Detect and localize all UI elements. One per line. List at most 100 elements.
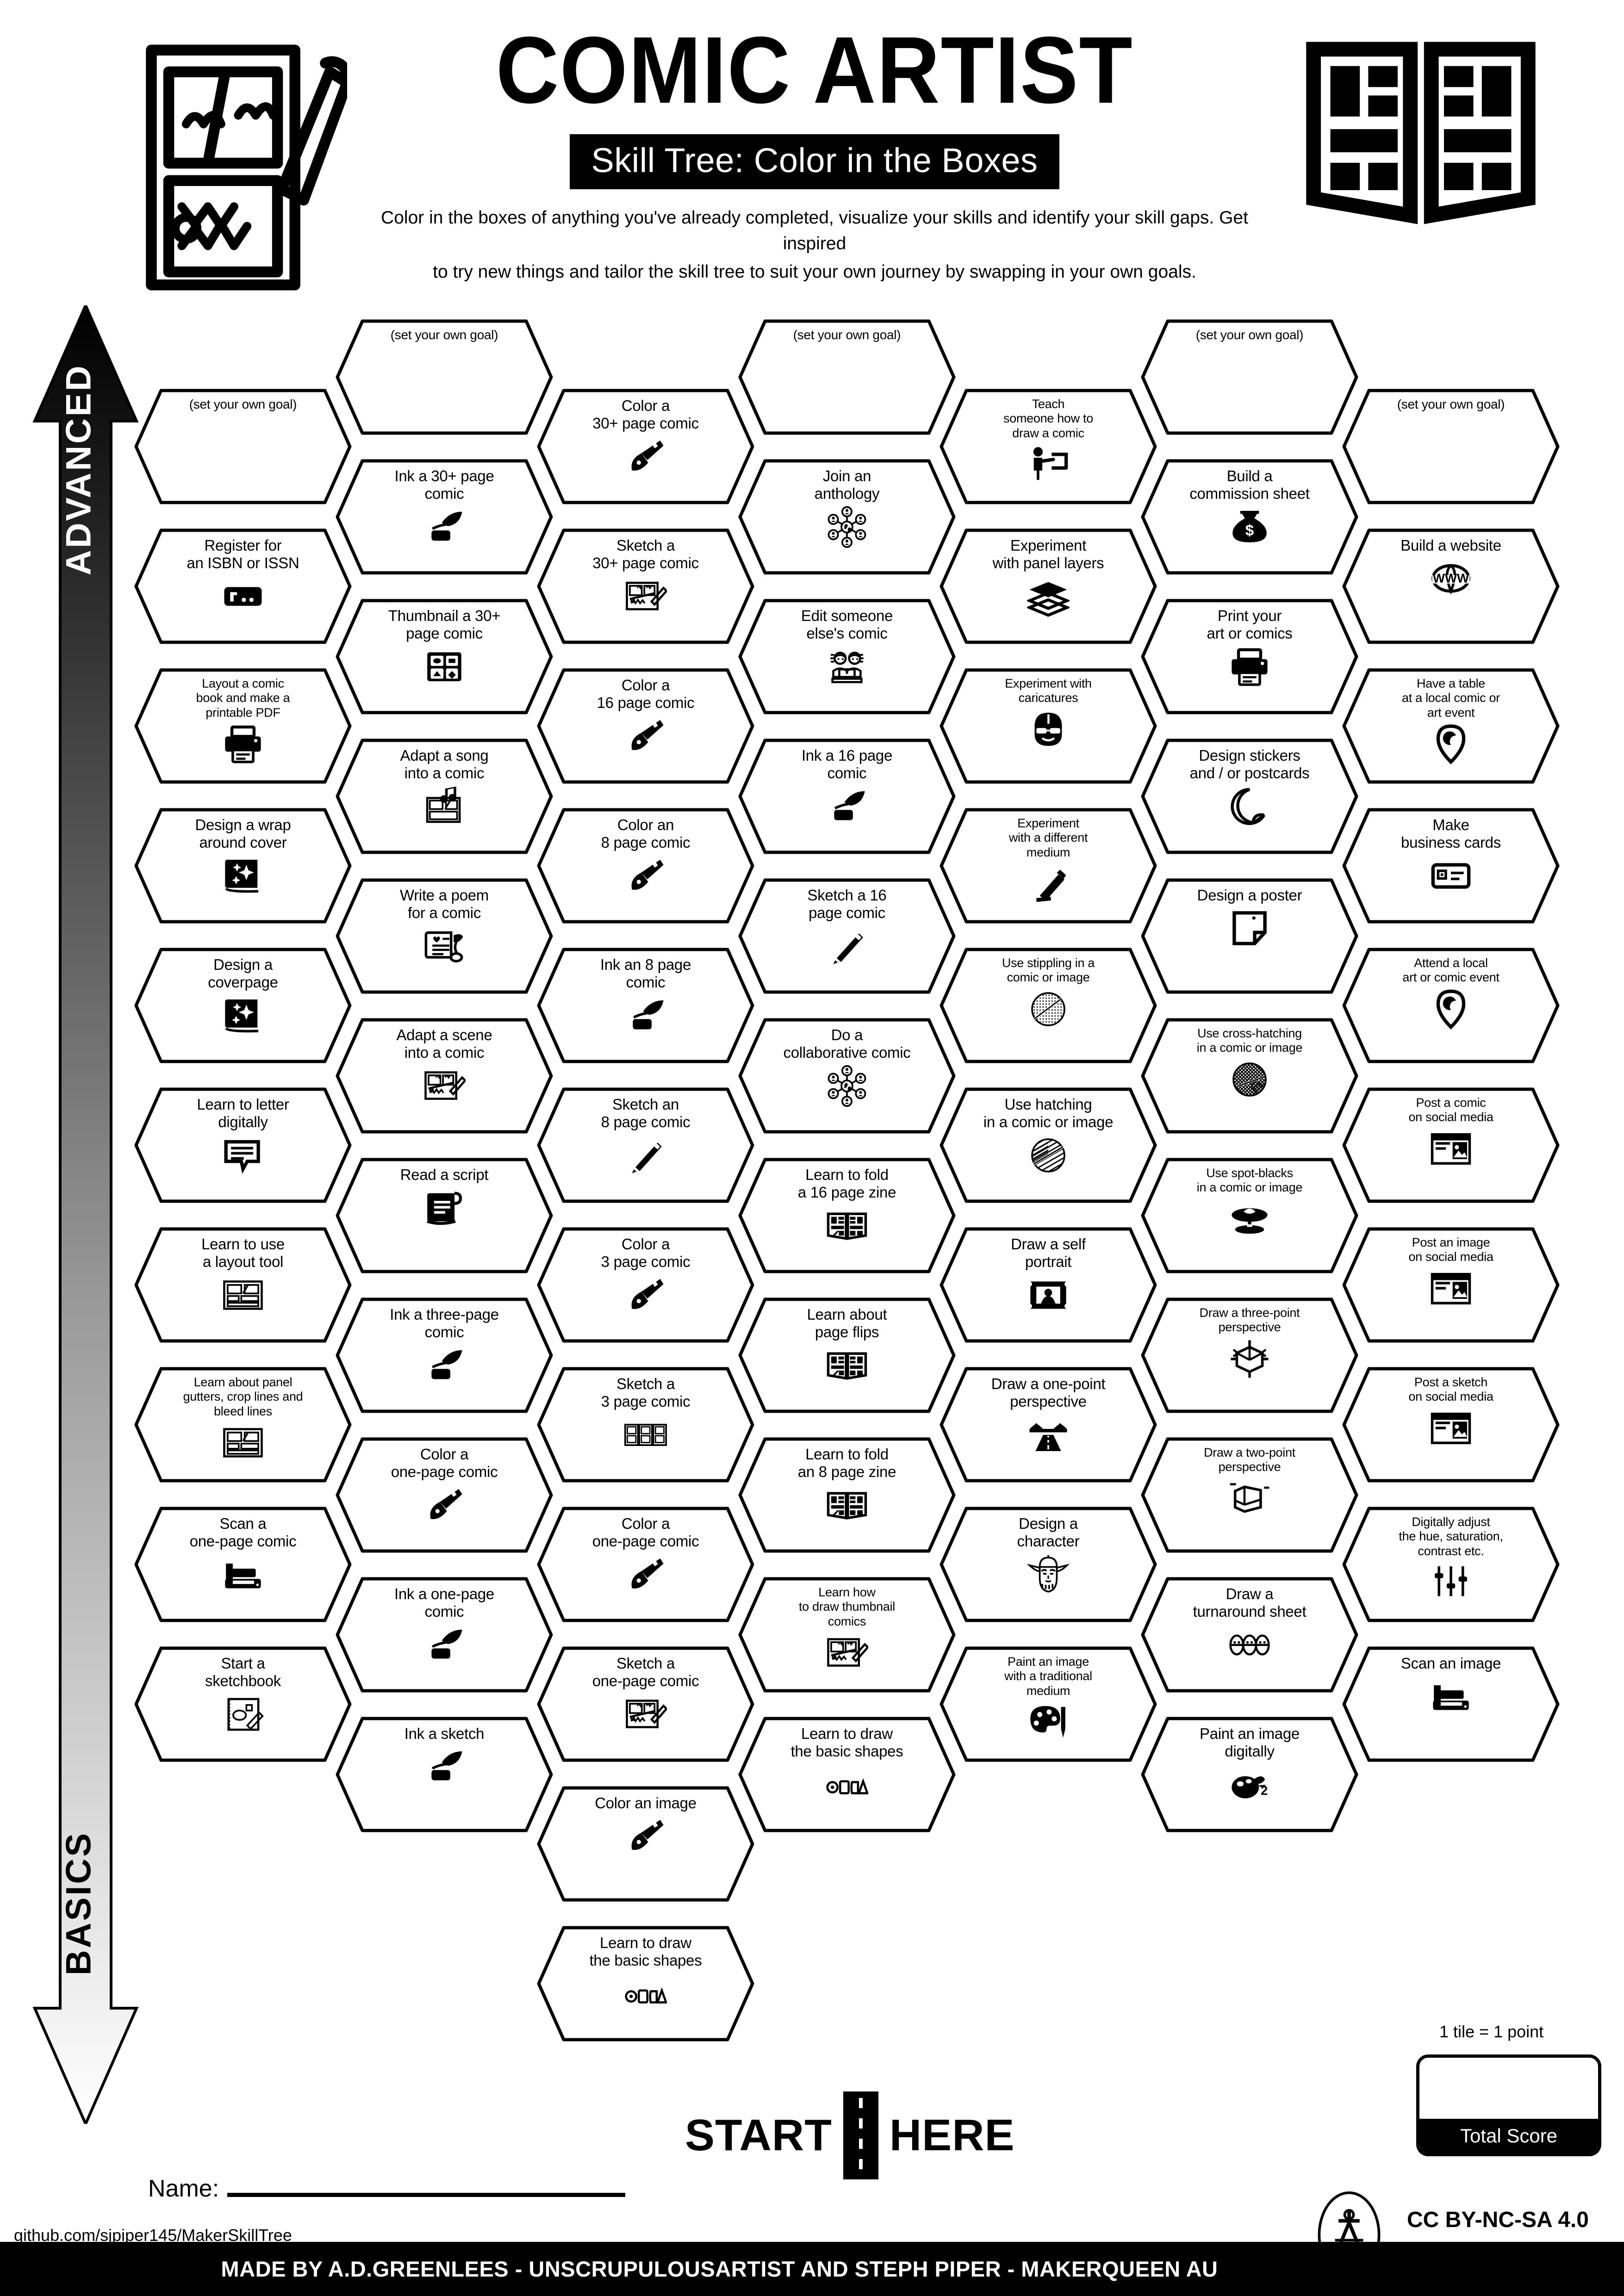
skill-hex-5-10[interactable]: Paint an image with a traditional medium — [940, 1646, 1157, 1762]
skill-hex-2-11[interactable]: Ink a sketch — [336, 1717, 553, 1832]
skill-hex-4-11[interactable]: Learn to draw the basic shapes — [738, 1717, 956, 1832]
intro-blurb-line2: to try new things and tailor the skill t… — [433, 261, 1196, 282]
title-block: COMIC ARTIST Skill Tree: Color in the Bo… — [361, 23, 1268, 285]
skill-hex-7-4[interactable]: Make business cards — [1342, 808, 1560, 924]
skill-hex-7-1[interactable]: (set your own goal) — [1342, 389, 1560, 504]
skill-hex-1-4[interactable]: Design a wrap around cover — [134, 808, 352, 924]
total-score-box[interactable]: Total Score — [1416, 2054, 1601, 2156]
skill-hex-6-1[interactable]: (set your own goal) — [1141, 319, 1358, 435]
thumbnail-grid-icon — [423, 645, 466, 688]
skill-hex-2-2[interactable]: Ink a 30+ page comic — [336, 459, 553, 575]
skill-hex-6-11[interactable]: Paint an image digitally 2 — [1141, 1717, 1358, 1832]
skill-hex-2-6[interactable]: Adapt a scene into a comic — [336, 1018, 553, 1134]
name-field-row[interactable]: Name: — [148, 2175, 626, 2203]
skill-hex-6-7[interactable]: Use spot-blacks in a comic or image — [1141, 1158, 1358, 1273]
skill-hex-1-9[interactable]: Scan a one-page comic — [134, 1507, 352, 1622]
skill-hex-1-10[interactable]: Start a sketchbook — [134, 1646, 352, 1762]
skill-hex-2-8[interactable]: Ink a three-page comic — [336, 1297, 553, 1413]
skill-hex-4-7[interactable]: Learn to fold a 16 page zine — [738, 1158, 956, 1273]
skill-hex-3-5[interactable]: Ink an 8 page comic — [537, 948, 754, 1063]
skill-hex-2-9[interactable]: Color a one-page comic — [336, 1437, 553, 1553]
skill-hex-7-9[interactable]: Digitally adjust the hue, saturation, co… — [1342, 1507, 1560, 1622]
skill-hex-4-1[interactable]: (set your own goal) — [738, 319, 956, 435]
skill-hex-7-6[interactable]: Post a comic on social media — [1342, 1087, 1560, 1203]
skill-hex-6-10[interactable]: Draw a turnaround sheet — [1141, 1577, 1358, 1693]
skill-hex-5-1[interactable]: Teach someone how to draw a comic — [940, 389, 1157, 504]
skill-hex-1-5[interactable]: Design a coverpage — [134, 948, 352, 1063]
skill-hex-5-9[interactable]: Design a character — [940, 1507, 1157, 1622]
skill-hex-label: Color an 8 page comic — [601, 816, 691, 851]
skill-hex-4-9[interactable]: Learn to fold an 8 page zine — [738, 1437, 956, 1553]
pencil-icon — [624, 1134, 667, 1177]
skill-hex-4-2[interactable]: Join an anthology — [738, 459, 956, 575]
skill-hex-7-3[interactable]: Have a table at a local comic or art eve… — [1342, 668, 1560, 784]
skill-hex-5-6[interactable]: Use hatching in a comic or image — [940, 1087, 1157, 1203]
skill-hex-1-3[interactable]: Layout a comic book and make a printable… — [134, 668, 352, 784]
skill-hex-1-8[interactable]: Learn about panel gutters, crop lines an… — [134, 1367, 352, 1483]
skill-hex-7-7[interactable]: Post an image on social media — [1342, 1227, 1560, 1343]
skill-hex-label: Color a one-page comic — [592, 1515, 699, 1550]
skill-hex-6-2[interactable]: Build a commission sheet $ — [1141, 459, 1358, 575]
skill-hex-7-2[interactable]: Build a website WWW — [1342, 528, 1560, 644]
skill-hex-1-1[interactable]: (set your own goal) — [134, 389, 352, 504]
skill-hex-label: Print your art or comics — [1207, 607, 1293, 642]
skill-hex-3-11[interactable]: Color an image — [537, 1786, 754, 1902]
skill-hex-5-5[interactable]: Use stippling in a comic or image — [940, 948, 1157, 1063]
skill-hex-3-1[interactable]: Color a 30+ page comic — [537, 389, 754, 504]
skill-hex-3-7[interactable]: Color a 3 page comic — [537, 1227, 754, 1343]
skill-hex-4-8[interactable]: Learn about page flips — [738, 1297, 956, 1413]
skill-hex-label: Color a 16 page comic — [597, 676, 695, 712]
skill-hex-4-3[interactable]: Edit someone else's comic — [738, 599, 956, 714]
skill-hex-5-7[interactable]: Draw a self portrait — [940, 1227, 1157, 1343]
skill-hex-3-2[interactable]: Sketch a 30+ page comic — [537, 528, 754, 644]
skill-hex-5-4[interactable]: Experiment with a different medium — [940, 808, 1157, 924]
skill-hex-label: Design a poster — [1197, 887, 1302, 904]
skill-hex-7-5[interactable]: Attend a local art or comic event — [1342, 948, 1560, 1063]
skill-hex-2-7[interactable]: Read a script — [336, 1158, 553, 1273]
skill-hex-1-7[interactable]: Learn to use a layout tool — [134, 1227, 352, 1343]
skill-hex-3-10[interactable]: Sketch a one-page comic — [537, 1646, 754, 1762]
skill-hex-6-3[interactable]: Print your art or comics — [1141, 599, 1358, 714]
skill-hex-3-8[interactable]: Sketch a 3 page comic — [537, 1367, 754, 1483]
skill-hex-3-3[interactable]: Color a 16 page comic — [537, 668, 754, 784]
layers-icon — [1027, 575, 1070, 618]
scanner-icon — [222, 1553, 264, 1596]
skill-hex-4-4[interactable]: Ink a 16 page comic — [738, 738, 956, 854]
paint-brush-icon — [423, 1484, 466, 1527]
skill-hex-6-8[interactable]: Draw a three-point perspective — [1141, 1297, 1358, 1413]
basic-shapes-icon — [826, 1763, 868, 1806]
skill-hex-6-5[interactable]: Design a poster — [1141, 878, 1358, 994]
skill-hex-2-5[interactable]: Write a poem for a comic — [336, 878, 553, 994]
skill-hex-2-1[interactable]: (set your own goal) — [336, 319, 553, 435]
skill-hex-6-9[interactable]: Draw a two-point perspective — [1141, 1437, 1358, 1553]
skill-hex-label: Color a 3 page comic — [601, 1235, 691, 1271]
skill-hex-label: Ink a one-page comic — [394, 1585, 494, 1620]
skill-hex-label: Color an image — [595, 1794, 697, 1812]
skill-hex-7-8[interactable]: Post a sketch on social media — [1342, 1367, 1560, 1483]
skill-hex-6-4[interactable]: Design stickers and / or postcards — [1141, 738, 1358, 854]
skill-hex-4-6[interactable]: Do a collaborative comic — [738, 1018, 956, 1134]
skill-hex-5-2[interactable]: Experiment with panel layers — [940, 528, 1157, 644]
quill-ink-icon — [423, 506, 466, 548]
skill-hex-label: Experiment with panel layers — [992, 537, 1104, 572]
skill-hex-5-8[interactable]: Draw a one-point perspective — [940, 1367, 1157, 1483]
skill-hex-2-3[interactable]: Thumbnail a 30+ page comic — [336, 599, 553, 714]
turnaround-heads-icon — [1228, 1624, 1271, 1666]
skill-hex-3-6[interactable]: Sketch an 8 page comic — [537, 1087, 754, 1203]
skill-hex-6-6[interactable]: Use cross-hatching in a comic or image — [1141, 1018, 1358, 1134]
skill-hex-5-3[interactable]: Experiment with caricatures — [940, 668, 1157, 784]
skill-hex-2-4[interactable]: Adapt a song into a comic — [336, 738, 553, 854]
skill-hex-2-10[interactable]: Ink a one-page comic — [336, 1577, 553, 1693]
skill-hex-1-6[interactable]: Learn to letter digitally — [134, 1087, 352, 1203]
skill-hex-3-9[interactable]: Color a one-page comic — [537, 1507, 754, 1622]
name-input-line[interactable] — [227, 2193, 626, 2197]
repo-url[interactable]: github.com/sjpiper145/MakerSkillTree — [14, 2226, 292, 2245]
skill-hex-1-2[interactable]: Register for an ISBN or ISSN — [134, 528, 352, 644]
skill-hex-4-10[interactable]: Learn how to draw thumbnail comics — [738, 1577, 956, 1693]
subtitle-banner: Skill Tree: Color in the Boxes — [570, 134, 1059, 189]
skill-hex-7-10[interactable]: Scan an image — [1342, 1646, 1560, 1762]
skill-hex-label: Edit someone else's comic — [801, 607, 893, 642]
skill-hex-4-5[interactable]: Sketch a 16 page comic — [738, 878, 956, 994]
skill-hex-3-12[interactable]: Learn to draw the basic shapes — [537, 1926, 754, 2042]
skill-hex-3-4[interactable]: Color an 8 page comic — [537, 808, 754, 924]
